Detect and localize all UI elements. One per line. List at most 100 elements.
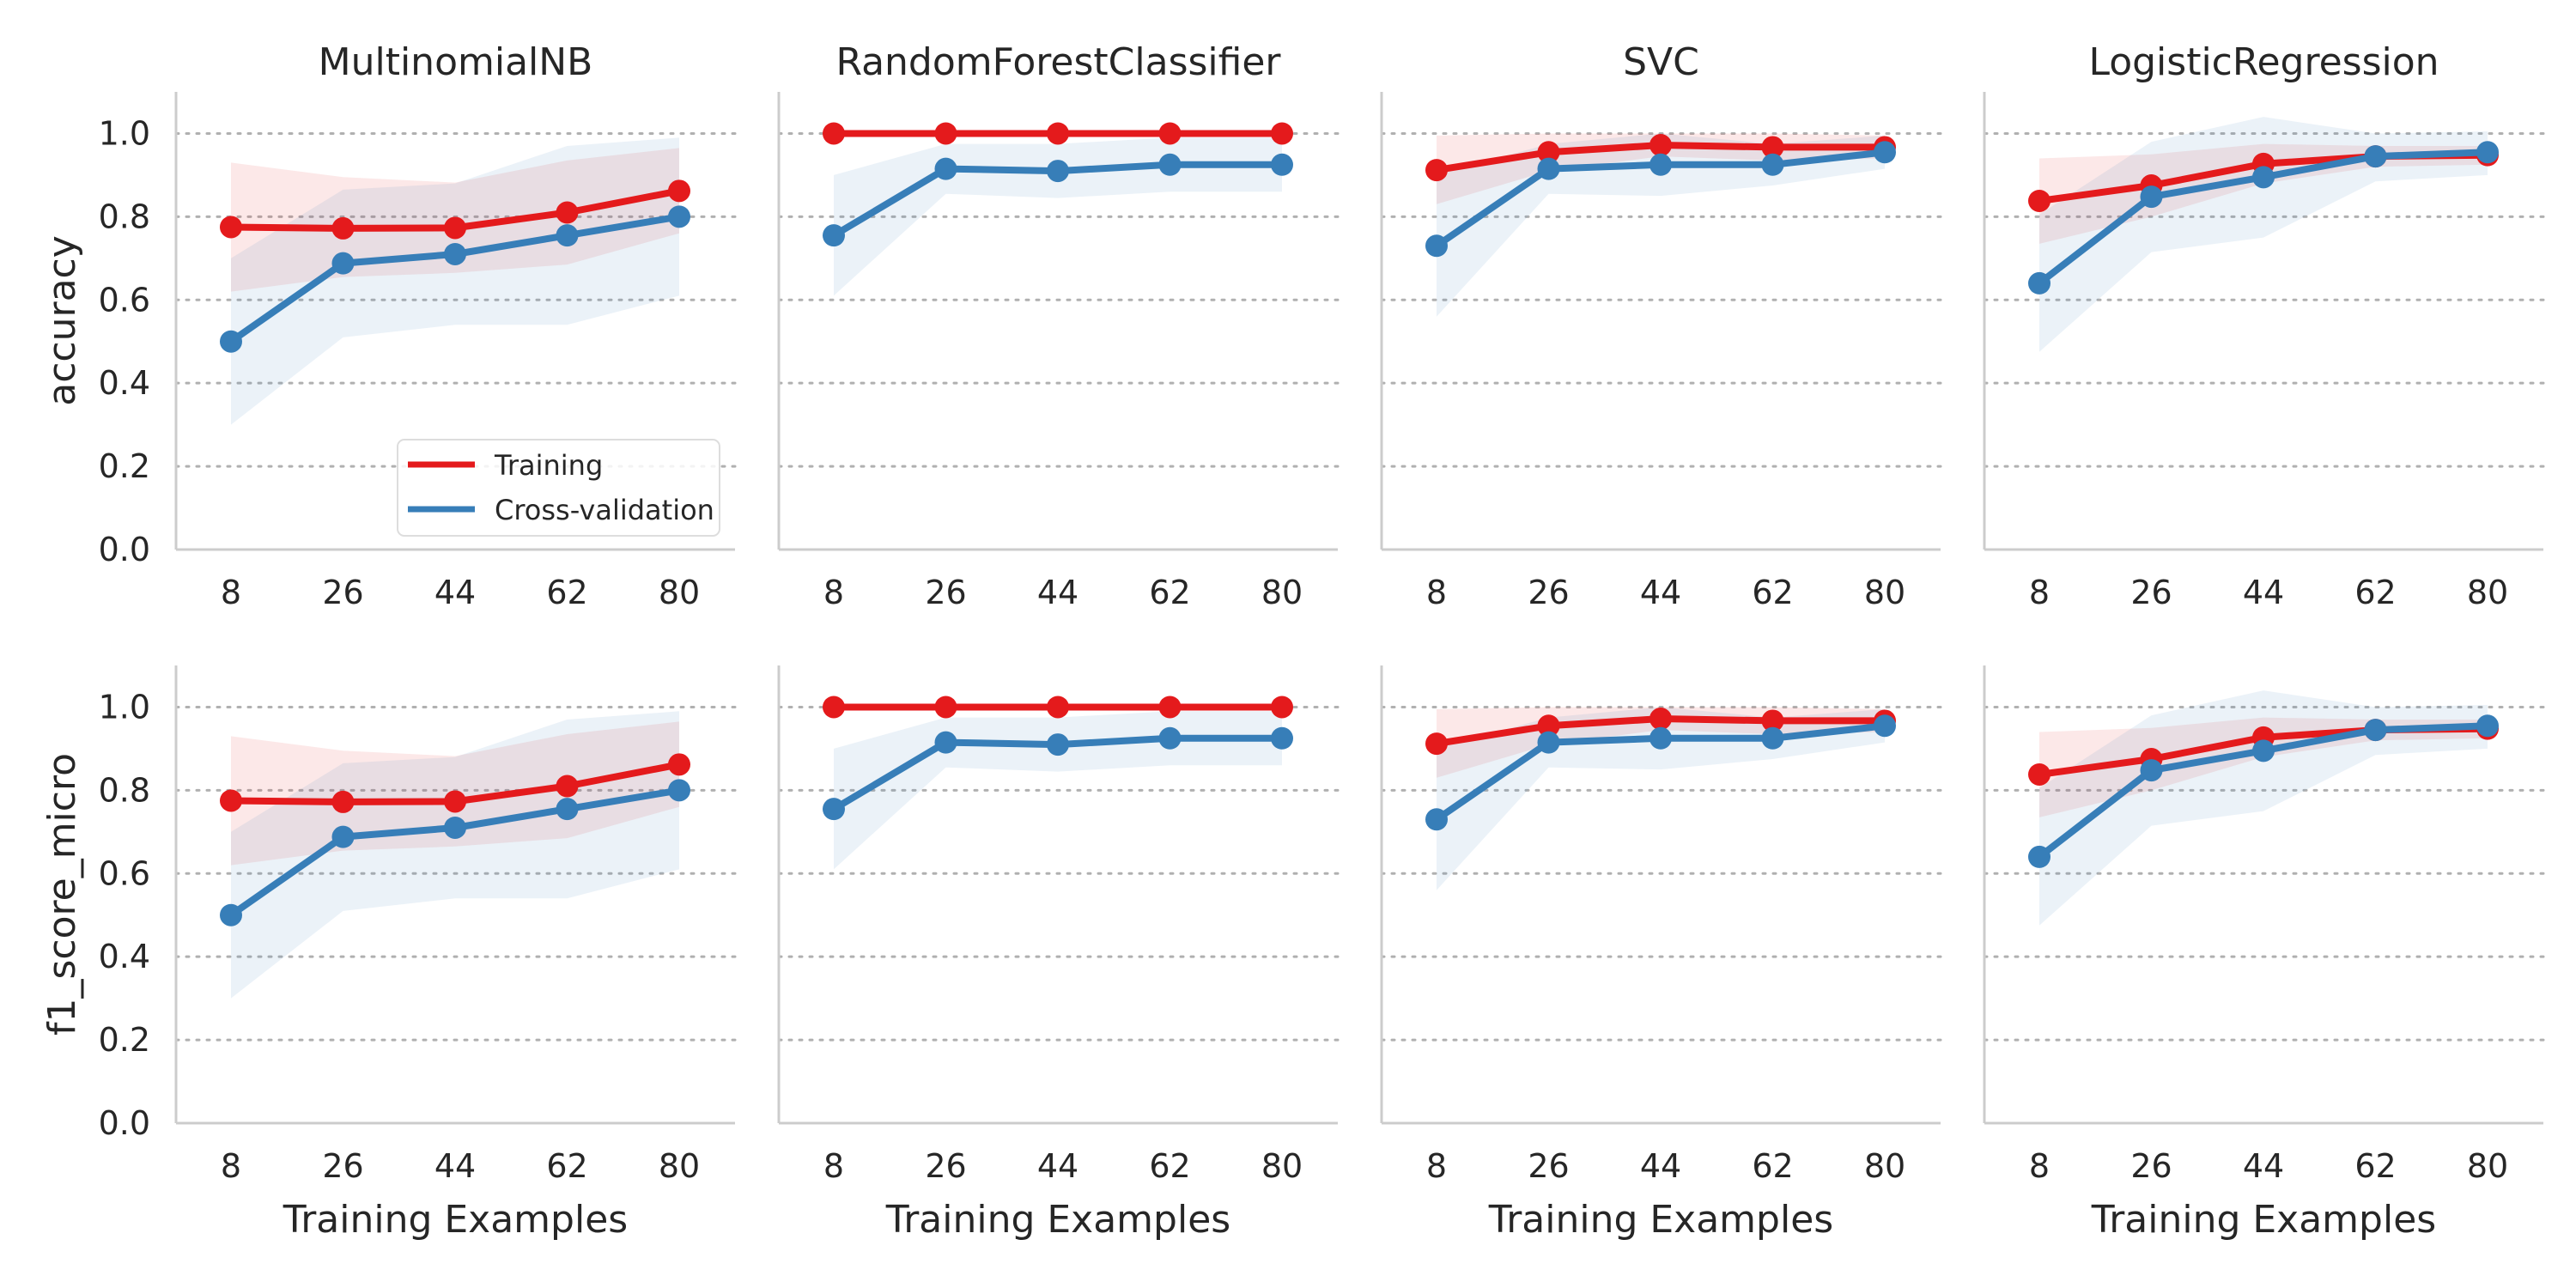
data-point [934, 696, 957, 719]
data-point [556, 775, 579, 798]
data-point [1158, 122, 1182, 145]
data-point [556, 201, 579, 224]
data-point [934, 122, 957, 145]
data-point [2252, 739, 2275, 762]
data-point [1158, 726, 1182, 750]
data-point [1047, 122, 1069, 145]
data-point [2364, 145, 2387, 168]
data-point [1874, 714, 1896, 738]
data-point [2028, 271, 2050, 295]
data-point [1158, 696, 1182, 719]
y-tick-label: 0.8 [99, 197, 150, 235]
data-point [556, 224, 579, 247]
data-point [1874, 141, 1896, 164]
data-point [1537, 157, 1560, 180]
legend-label: Cross-validation [495, 494, 714, 526]
data-point [823, 122, 845, 145]
x-tick-label: 44 [434, 1147, 476, 1185]
data-point [1649, 153, 1672, 176]
data-point [934, 731, 957, 754]
data-point [1649, 708, 1672, 731]
x-tick-label: 26 [2130, 1147, 2172, 1185]
x-tick-label: 26 [322, 1147, 363, 1185]
data-point [1158, 153, 1182, 176]
confidence-band [2039, 143, 2488, 244]
data-point [2028, 189, 2050, 212]
data-point [1425, 234, 1448, 258]
x-axis-label: Training Examples [283, 1198, 628, 1242]
x-tick-label: 62 [546, 1147, 587, 1185]
x-tick-label: 26 [2130, 574, 2172, 611]
data-point [444, 816, 466, 839]
data-point [444, 242, 466, 265]
x-tick-label: 44 [1640, 1147, 1681, 1185]
data-point [1761, 709, 1784, 732]
confidence-band [2039, 717, 2488, 817]
x-tick-label: 80 [2467, 574, 2508, 611]
x-tick-label: 80 [2467, 1147, 2508, 1185]
y-tick-label: 0.0 [99, 531, 150, 568]
y-tick-label: 0.2 [99, 1021, 150, 1059]
x-tick-label: 8 [823, 574, 844, 611]
x-tick-label: 8 [221, 1147, 241, 1185]
data-point [1425, 808, 1448, 831]
data-point [668, 779, 690, 802]
x-tick-label: 80 [1864, 574, 1905, 611]
data-point [2252, 166, 2275, 189]
x-axis-label: Training Examples [1488, 1198, 1833, 1242]
x-tick-label: 44 [1037, 1147, 1078, 1185]
data-point [823, 798, 845, 821]
legend-box [397, 439, 720, 537]
panel-title: RandomForestClassifier [835, 40, 1281, 84]
data-point [668, 753, 690, 776]
data-point [1271, 726, 1293, 750]
data-point [1047, 696, 1069, 719]
y-tick-label: 0.2 [99, 447, 150, 485]
data-point [444, 790, 466, 813]
y-tick-label: 0.4 [99, 364, 150, 402]
x-tick-label: 80 [659, 574, 700, 611]
x-tick-label: 44 [1037, 574, 1078, 611]
data-point [220, 789, 242, 812]
x-tick-label: 26 [925, 574, 966, 611]
data-point [2476, 141, 2499, 164]
x-tick-label: 62 [1149, 574, 1190, 611]
x-tick-label: 8 [221, 574, 241, 611]
data-point [668, 179, 690, 203]
legend-label: Training [494, 449, 603, 482]
data-point [1425, 732, 1448, 756]
data-point [220, 903, 242, 927]
y-axis-label: accuracy [40, 235, 84, 406]
y-tick-label: 1.0 [99, 114, 150, 152]
y-axis-label: f1_score_micro [40, 753, 84, 1036]
x-axis-label: Training Examples [885, 1198, 1230, 1242]
data-point [1761, 153, 1784, 176]
data-point [1047, 733, 1069, 756]
x-tick-label: 26 [925, 1147, 966, 1185]
x-tick-label: 62 [2354, 1147, 2396, 1185]
y-tick-label: 1.0 [99, 688, 150, 726]
x-tick-label: 62 [2354, 574, 2396, 611]
y-tick-label: 0.0 [99, 1104, 150, 1142]
data-point [1271, 122, 1293, 145]
x-tick-label: 44 [2243, 574, 2284, 611]
x-tick-label: 26 [1528, 574, 1569, 611]
data-point [331, 252, 355, 275]
x-axis-label: Training Examples [2091, 1198, 2436, 1242]
data-point [331, 825, 355, 848]
x-tick-label: 44 [434, 574, 476, 611]
data-point [444, 216, 466, 240]
data-point [331, 216, 355, 240]
data-point [1425, 159, 1448, 182]
x-tick-label: 8 [2029, 1147, 2050, 1185]
data-point [1271, 153, 1293, 176]
x-tick-label: 62 [546, 574, 587, 611]
data-point [2364, 719, 2387, 742]
data-point [1271, 696, 1293, 719]
data-point [2476, 714, 2499, 738]
data-point [2140, 185, 2163, 209]
x-tick-label: 8 [2029, 574, 2050, 611]
data-point [1761, 726, 1784, 750]
x-tick-label: 62 [1752, 574, 1793, 611]
